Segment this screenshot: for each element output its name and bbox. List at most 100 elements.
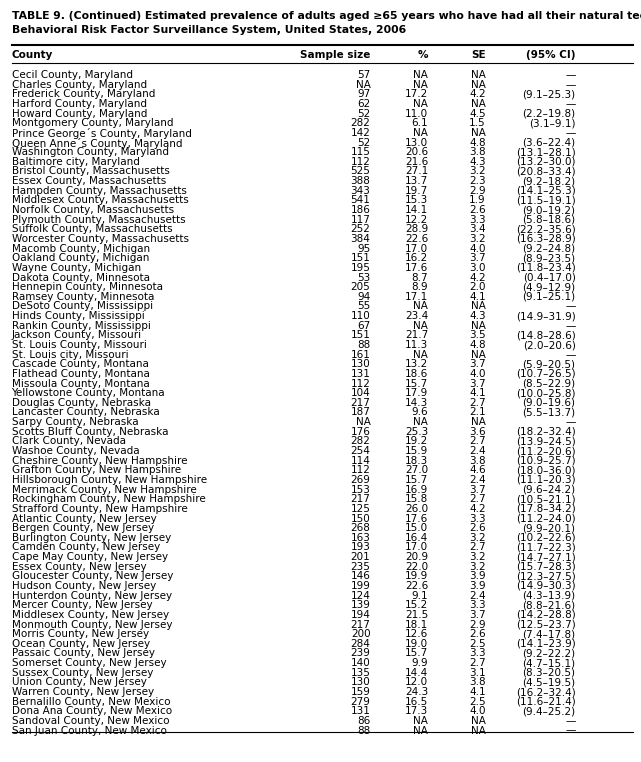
Text: 17.0: 17.0	[405, 543, 428, 552]
Text: 4.1: 4.1	[469, 292, 486, 302]
Text: 17.2: 17.2	[405, 89, 428, 99]
Text: 3.0: 3.0	[469, 263, 486, 273]
Text: 2.7: 2.7	[469, 495, 486, 504]
Text: Middlesex County, Massachusetts: Middlesex County, Massachusetts	[12, 195, 188, 206]
Text: 17.6: 17.6	[405, 514, 428, 523]
Text: 8.9: 8.9	[412, 282, 428, 292]
Text: DeSoto County, Mississippi: DeSoto County, Mississippi	[12, 302, 153, 312]
Text: NA: NA	[471, 716, 486, 726]
Text: Ramsey County, Minnesota: Ramsey County, Minnesota	[12, 292, 154, 302]
Text: 21.6: 21.6	[405, 157, 428, 167]
Text: 4.0: 4.0	[469, 244, 486, 254]
Text: (11.6–21.4): (11.6–21.4)	[516, 696, 576, 706]
Text: St. Louis County, Missouri: St. Louis County, Missouri	[12, 340, 146, 350]
Text: 88: 88	[357, 340, 370, 350]
Text: (22.2–35.6): (22.2–35.6)	[516, 224, 576, 235]
Text: 25.3: 25.3	[405, 427, 428, 437]
Text: (7.4–17.8): (7.4–17.8)	[522, 629, 576, 639]
Text: NA: NA	[413, 99, 428, 109]
Text: 135: 135	[351, 668, 370, 677]
Text: 2.7: 2.7	[469, 543, 486, 552]
Text: 2.9: 2.9	[469, 186, 486, 196]
Text: (15.7–28.3): (15.7–28.3)	[516, 562, 576, 572]
Text: Hinds County, Mississippi: Hinds County, Mississippi	[12, 311, 144, 321]
Text: (16.2–32.4): (16.2–32.4)	[516, 687, 576, 697]
Text: 2.3: 2.3	[469, 176, 486, 186]
Text: 117: 117	[351, 215, 370, 225]
Text: 124: 124	[351, 591, 370, 600]
Text: 53: 53	[357, 273, 370, 283]
Text: 15.7: 15.7	[405, 648, 428, 658]
Text: 19.2: 19.2	[405, 437, 428, 447]
Text: 153: 153	[351, 485, 370, 495]
Text: 139: 139	[351, 600, 370, 610]
Text: 115: 115	[351, 147, 370, 157]
Text: (8.3–20.5): (8.3–20.5)	[522, 668, 576, 677]
Text: Hunterdon County, New Jersey: Hunterdon County, New Jersey	[12, 591, 172, 600]
Text: 187: 187	[351, 408, 370, 418]
Text: 1.5: 1.5	[469, 118, 486, 128]
Text: 151: 151	[351, 253, 370, 263]
Text: NA: NA	[471, 80, 486, 90]
Text: —: —	[565, 716, 576, 726]
Text: Clark County, Nevada: Clark County, Nevada	[12, 437, 126, 447]
Text: 112: 112	[351, 379, 370, 389]
Text: —: —	[565, 70, 576, 80]
Text: 20.6: 20.6	[405, 147, 428, 157]
Text: 112: 112	[351, 157, 370, 167]
Text: 201: 201	[351, 552, 370, 562]
Text: 114: 114	[351, 456, 370, 466]
Text: 26.0: 26.0	[405, 504, 428, 514]
Text: 2.4: 2.4	[469, 475, 486, 485]
Text: 67: 67	[357, 321, 370, 331]
Text: 193: 193	[351, 543, 370, 552]
Text: 131: 131	[351, 706, 370, 716]
Text: 95: 95	[357, 244, 370, 254]
Text: 9.9: 9.9	[412, 658, 428, 668]
Text: 86: 86	[357, 716, 370, 726]
Text: (5.5–13.7): (5.5–13.7)	[522, 408, 576, 418]
Text: 17.3: 17.3	[405, 706, 428, 716]
Text: (16.3–28.9): (16.3–28.9)	[516, 234, 576, 244]
Text: Jackson County, Missouri: Jackson County, Missouri	[12, 331, 142, 341]
Text: Dona Ana County, New Mexico: Dona Ana County, New Mexico	[12, 706, 172, 716]
Text: 12.0: 12.0	[405, 677, 428, 687]
Text: (9.1–25.3): (9.1–25.3)	[522, 89, 576, 99]
Text: Queen Anne´s County, Maryland: Queen Anne´s County, Maryland	[12, 138, 182, 149]
Text: 17.1: 17.1	[405, 292, 428, 302]
Text: 15.2: 15.2	[405, 600, 428, 610]
Text: NA: NA	[356, 417, 370, 427]
Text: St. Louis city, Missouri: St. Louis city, Missouri	[12, 350, 128, 360]
Text: NA: NA	[413, 725, 428, 735]
Text: 161: 161	[351, 350, 370, 360]
Text: Passaic County, New Jersey: Passaic County, New Jersey	[12, 648, 154, 658]
Text: Washoe County, Nevada: Washoe County, Nevada	[12, 446, 139, 456]
Text: 2.6: 2.6	[469, 523, 486, 533]
Text: (2.2–19.8): (2.2–19.8)	[522, 109, 576, 119]
Text: Essex County, New Jersey: Essex County, New Jersey	[12, 562, 146, 572]
Text: 13.0: 13.0	[405, 138, 428, 148]
Text: NA: NA	[471, 302, 486, 312]
Text: Lancaster County, Nebraska: Lancaster County, Nebraska	[12, 408, 159, 418]
Text: (2.0–20.6): (2.0–20.6)	[523, 340, 576, 350]
Text: 3.3: 3.3	[469, 514, 486, 523]
Text: (9.6–24.2): (9.6–24.2)	[522, 485, 576, 495]
Text: Baltimore city, Maryland: Baltimore city, Maryland	[12, 157, 139, 167]
Text: 3.2: 3.2	[469, 167, 486, 177]
Text: 217: 217	[351, 495, 370, 504]
Text: 16.2: 16.2	[405, 253, 428, 263]
Text: 15.8: 15.8	[405, 495, 428, 504]
Text: 18.1: 18.1	[405, 620, 428, 629]
Text: Ocean County, New Jersey: Ocean County, New Jersey	[12, 639, 149, 648]
Text: Sandoval County, New Mexico: Sandoval County, New Mexico	[12, 716, 169, 726]
Text: 11.3: 11.3	[405, 340, 428, 350]
Text: 55: 55	[357, 302, 370, 312]
Text: NA: NA	[471, 70, 486, 80]
Text: Cascade County, Montana: Cascade County, Montana	[12, 360, 149, 370]
Text: 97: 97	[357, 89, 370, 99]
Text: 21.7: 21.7	[405, 331, 428, 341]
Text: 11.0: 11.0	[405, 109, 428, 119]
Text: 343: 343	[351, 186, 370, 196]
Text: (12.3–27.5): (12.3–27.5)	[516, 572, 576, 581]
Text: Merrimack County, New Hampshire: Merrimack County, New Hampshire	[12, 485, 196, 495]
